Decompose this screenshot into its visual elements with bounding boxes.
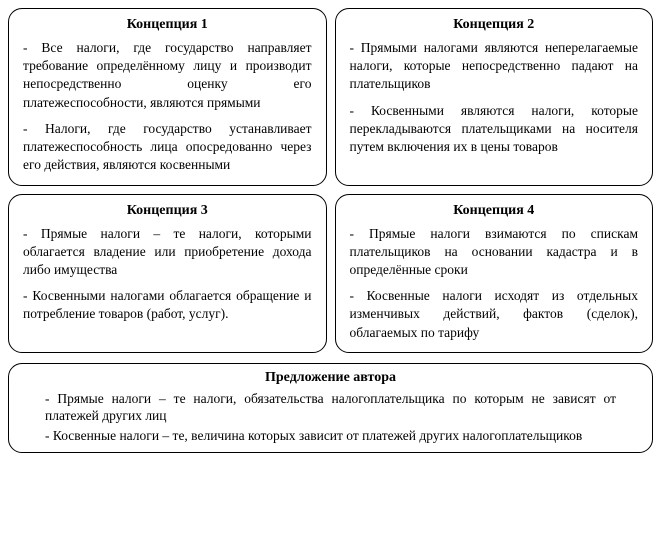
author-proposal-para-1: - Прямые налоги – те налоги, обязательст… [45,390,616,425]
concept-title-4: Концепция 4 [350,203,639,219]
concept-title-1: Концепция 1 [23,17,312,33]
concept-box-4: Концепция 4 - Прямые налоги взимаются по… [335,194,654,353]
concept-body-2: - Прямыми налогами являются неперелагаем… [350,39,639,156]
concept-body-1: - Все налоги, где государство направляет… [23,39,312,175]
concept-box-2: Концепция 2 - Прямыми налогами являются … [335,8,654,186]
concept-3-para-2: - Косвенными налогами облагается обращен… [23,287,312,323]
author-proposal-box: Предложение автора - Прямые налоги – те … [8,363,653,454]
concept-box-3: Концепция 3 - Прямые налоги – те налоги,… [8,194,327,353]
author-proposal-para-2: - Косвенные налоги – те, величина которы… [45,427,616,445]
concept-grid: Концепция 1 - Все налоги, где государств… [8,8,653,353]
concept-3-para-1: - Прямые налоги – те налоги, которыми об… [23,225,312,280]
concept-4-para-2: - Косвенные налоги исходят из отдельных … [350,287,639,342]
concept-4-para-1: - Прямые налоги взимаются по спискам пла… [350,225,639,280]
author-proposal-body: - Прямые налоги – те налоги, обязательст… [45,390,616,445]
concept-box-1: Концепция 1 - Все налоги, где государств… [8,8,327,186]
concept-1-para-1: - Все налоги, где государство направляет… [23,39,312,112]
concept-title-2: Концепция 2 [350,17,639,33]
concept-2-para-1: - Прямыми налогами являются неперелагаем… [350,39,639,94]
author-proposal-title: Предложение автора [45,370,616,386]
concept-body-4: - Прямые налоги взимаются по спискам пла… [350,225,639,342]
concept-2-para-2: - Косвенными являются налоги, которые пе… [350,102,639,157]
concept-title-3: Концепция 3 [23,203,312,219]
concept-body-3: - Прямые налоги – те налоги, которыми об… [23,225,312,324]
concept-1-para-2: - Налоги, где государство устанавливает … [23,120,312,175]
